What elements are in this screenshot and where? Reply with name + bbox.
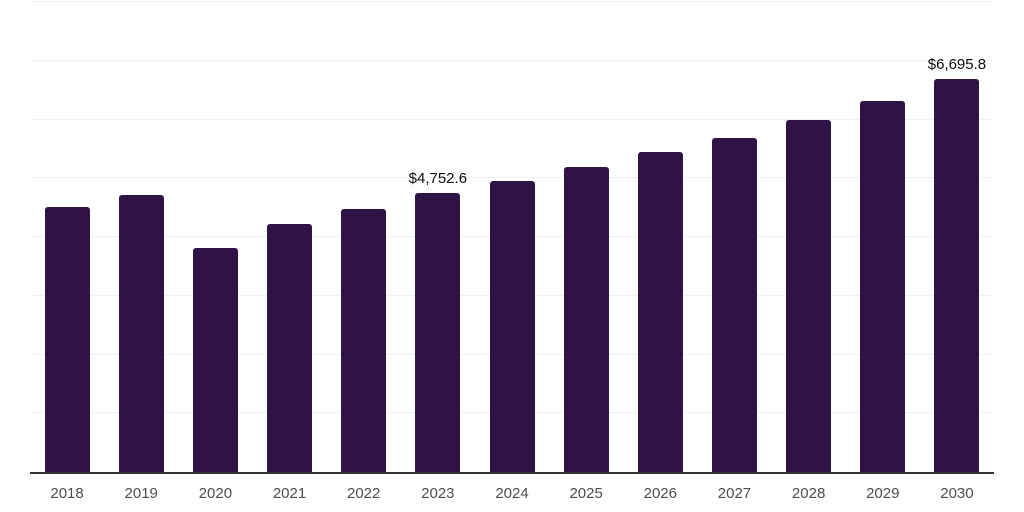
x-axis-label-2029: 2029 [866, 485, 900, 502]
data-label-2023: $4,752.6 [408, 169, 468, 187]
gridline-5000 [30, 177, 994, 179]
bar-2030[interactable] [934, 78, 980, 472]
bar-2026[interactable] [637, 152, 683, 472]
bar-2021[interactable] [267, 223, 313, 472]
x-axis-label-2024: 2024 [495, 485, 529, 502]
bar-2027[interactable] [711, 137, 757, 472]
gridline-8000 [30, 1, 994, 2]
gridline-7000 [30, 59, 994, 61]
bar-2024[interactable] [489, 180, 535, 472]
x-axis-label-2020: 2020 [198, 485, 233, 502]
bar-2029[interactable] [860, 101, 906, 472]
x-axis-label-2026: 2026 [643, 485, 677, 502]
x-axis-label-2030: 2030 [940, 485, 974, 502]
bar-2020[interactable] [192, 247, 238, 472]
data-label-2030: $6,695.8 [927, 55, 987, 73]
bar-2022[interactable] [341, 208, 387, 472]
x-axis-label-2027: 2027 [717, 485, 752, 502]
gridline-6000 [30, 118, 994, 120]
x-axis-label-2019: 2019 [124, 485, 158, 502]
bar-2018[interactable] [44, 207, 90, 472]
x-axis-label-2028: 2028 [791, 485, 826, 502]
x-axis-line [30, 472, 994, 474]
x-axis-label-2021: 2021 [272, 485, 307, 502]
bar-2019[interactable] [118, 195, 164, 472]
plot-area: $4,752.6 $6,695.8 [30, 1, 994, 474]
bar-2028[interactable] [786, 120, 832, 472]
x-axis-label-2018: 2018 [50, 485, 84, 502]
bar-2023[interactable] [415, 192, 461, 472]
x-axis-label-2025: 2025 [569, 485, 603, 502]
x-axis-label-2022: 2022 [347, 485, 381, 502]
x-axis-label-2023: 2023 [421, 485, 455, 502]
bar-2025[interactable] [563, 167, 609, 472]
